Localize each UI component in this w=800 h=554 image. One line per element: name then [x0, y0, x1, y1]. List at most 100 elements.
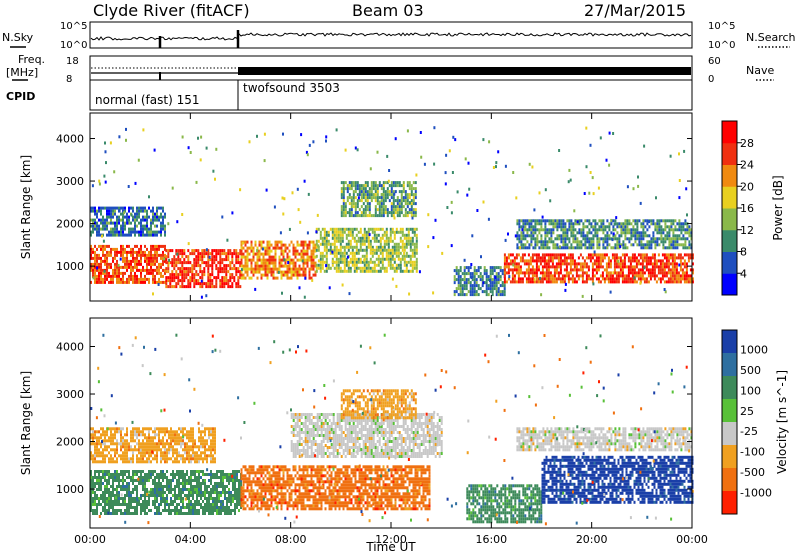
power-cell — [599, 262, 602, 266]
velocity-cell — [198, 491, 200, 494]
power-cell — [106, 250, 108, 254]
power-cell — [603, 268, 606, 272]
power-cell — [605, 271, 608, 275]
power-cell — [584, 240, 587, 244]
velocity-cell — [210, 509, 212, 512]
power-cell — [647, 274, 650, 278]
power-cell — [574, 222, 577, 226]
power-cell — [596, 234, 599, 238]
power-cell — [463, 266, 466, 270]
power-cell — [260, 240, 263, 244]
power-cell — [528, 234, 531, 238]
velocity-cell — [154, 503, 156, 506]
power-cell — [92, 218, 94, 222]
power-cell — [390, 211, 393, 215]
power-cell — [400, 190, 403, 194]
velocity-cell — [234, 503, 236, 506]
power-cell — [209, 258, 212, 262]
power-cell — [672, 237, 675, 241]
power-cell — [274, 267, 277, 271]
power-cell — [594, 234, 597, 238]
power-cell — [256, 267, 259, 271]
power-cell — [339, 248, 342, 252]
power-cell — [608, 237, 611, 241]
power-cell — [503, 277, 506, 281]
power-cell — [563, 253, 566, 257]
power-cell — [633, 265, 636, 269]
power-cell — [365, 254, 368, 258]
power-cell — [118, 209, 121, 213]
power-cell — [325, 251, 328, 255]
power-cell — [657, 277, 660, 281]
power-cell — [433, 162, 436, 166]
power-cell — [558, 219, 561, 223]
power-cell — [110, 206, 112, 210]
power-cell — [223, 258, 226, 262]
power-cell — [641, 259, 644, 263]
velocity-cell — [216, 512, 218, 515]
power-cell — [647, 256, 650, 260]
velocity-cell — [124, 494, 126, 497]
power-cell — [185, 261, 188, 265]
power-cell — [348, 184, 351, 188]
velocity-cell — [126, 476, 128, 479]
power-cell — [612, 246, 615, 250]
power-cell — [323, 239, 326, 243]
cpid-frame — [89, 79, 693, 111]
power-cell — [668, 234, 671, 238]
power-cell — [152, 221, 154, 225]
velocity-cell — [124, 485, 126, 488]
nave-label: Nave — [746, 64, 774, 77]
power-cell — [507, 268, 510, 272]
power-cell — [598, 237, 601, 241]
power-cell — [94, 250, 96, 254]
power-cell — [404, 193, 407, 197]
power-cell — [122, 277, 124, 281]
power-cell — [423, 162, 426, 166]
power-cell — [628, 222, 631, 226]
power-cell — [158, 218, 160, 222]
power-cell — [485, 281, 488, 285]
power-cell — [555, 256, 558, 260]
power-cell — [160, 262, 162, 266]
power-cell — [409, 260, 412, 264]
power-cell — [262, 264, 265, 268]
power-cell — [579, 262, 582, 266]
velocity-cell — [196, 509, 198, 512]
power-cell — [156, 212, 158, 216]
power-cell — [497, 275, 500, 279]
power-cell — [312, 240, 315, 244]
velocity-cell — [190, 512, 192, 515]
velocity-cell — [108, 479, 110, 482]
power-cell — [357, 248, 360, 252]
power-cell — [284, 258, 287, 262]
power-cell — [177, 279, 180, 283]
power-cell — [284, 273, 287, 277]
power-cell — [362, 187, 365, 191]
power-cell — [380, 187, 383, 191]
power-cell — [357, 251, 360, 255]
power-cell — [509, 280, 512, 284]
power-cell — [544, 237, 547, 241]
power-cell — [248, 252, 251, 256]
power-cell — [573, 262, 576, 266]
power-cell — [207, 270, 210, 274]
power-cell — [405, 254, 408, 258]
power-cell — [503, 268, 506, 272]
power-cell — [631, 280, 634, 284]
power-cell — [325, 260, 328, 264]
power-cell — [187, 273, 190, 277]
power-cell — [316, 213, 319, 217]
power-cell — [518, 237, 521, 241]
power-cell — [167, 267, 170, 271]
power-cell — [403, 236, 406, 240]
power-cell — [552, 243, 555, 247]
power-cell — [100, 268, 102, 272]
power-cell — [519, 256, 522, 260]
power-cell — [211, 255, 214, 259]
power-cell — [363, 230, 366, 234]
power-cell — [640, 240, 643, 244]
velocity-cell — [112, 479, 114, 482]
velocity-cell — [214, 500, 216, 503]
power-cell — [493, 284, 496, 288]
